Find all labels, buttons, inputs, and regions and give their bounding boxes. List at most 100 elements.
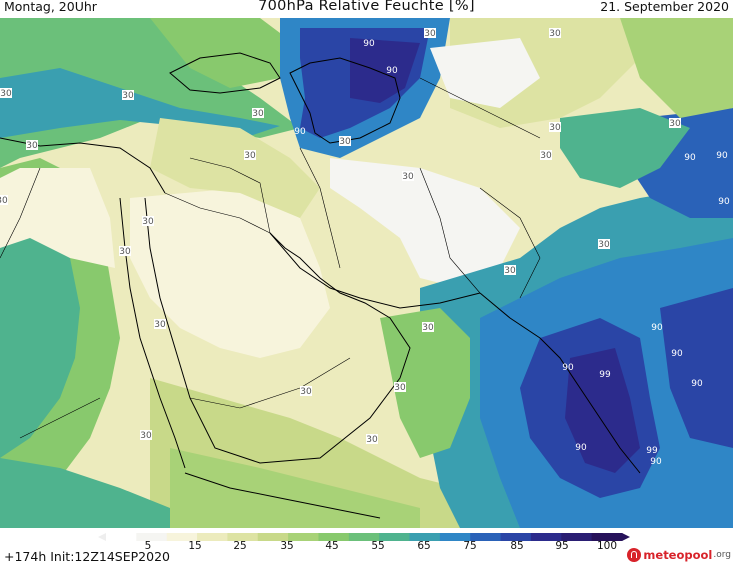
border-4 (419, 167, 481, 294)
contour-label-bg (154, 319, 166, 329)
contour-label-bg (422, 322, 434, 332)
contour-label-bg (244, 150, 256, 160)
humidity-map: 90 90 90 90 90 90 90 90 90 90 90 99 99 90 30 30 30 30 30 30… (0, 18, 733, 528)
coastline-caspian (289, 57, 401, 144)
contour-label: 30 (504, 266, 516, 276)
brand-tld: .org (713, 550, 731, 560)
contour-label: 90 (651, 323, 663, 333)
contour-label: 30 (244, 151, 256, 161)
colorbar (98, 530, 630, 549)
contour-label-bg (122, 90, 134, 100)
contour-label: 90 (562, 363, 574, 373)
contour-label-bg (549, 122, 561, 132)
contour-label: 90 (650, 457, 662, 467)
contour-label: 30 (339, 137, 351, 147)
contour-label-bg (26, 140, 38, 150)
contour-label-bg (549, 28, 561, 38)
valid-date-label: 21. September 2020 (600, 0, 729, 14)
contour-label: 30 (142, 217, 154, 227)
humidity-zone-somalia (0, 458, 170, 528)
colorbar-swatch (409, 533, 441, 541)
contour-label: 30 (424, 29, 436, 39)
contour-label-bg (339, 136, 351, 146)
humidity-zone-mediterranean-core (0, 68, 280, 138)
colorbar-tick-label: 100 (596, 540, 618, 552)
humidity-zone-west-core (0, 218, 80, 458)
humidity-zone-black-sea (150, 18, 300, 88)
colorbar-swatch (136, 533, 168, 541)
contour-label-bg (300, 386, 312, 396)
contour-label-bg (140, 430, 152, 440)
contour-label: 30 (300, 387, 312, 397)
colorbar-swatch (561, 533, 593, 541)
border-5 (479, 187, 541, 299)
colorbar-swatch (500, 533, 532, 541)
humidity-zone-central-asia-dry (430, 38, 540, 108)
colorbar-swatch (288, 533, 319, 541)
humidity-zone-sahara-dry (0, 168, 115, 268)
colorbar-swatch (591, 533, 623, 541)
colorbar-tick-label: 95 (555, 540, 569, 552)
colorbar-tick-label: 85 (510, 540, 524, 552)
brand-logo[interactable]: meteopool .org (627, 546, 731, 564)
colorbar-swatch (257, 533, 289, 541)
colorbar-swatch (106, 533, 137, 541)
colorbar-swatch (379, 533, 411, 541)
colorbar-tick-label: 65 (417, 540, 431, 552)
contour-label: 90 (671, 349, 683, 359)
contour-label-bg (504, 265, 516, 275)
brand-name: meteopool (643, 548, 713, 562)
colorbar-tick-label: 75 (463, 540, 477, 552)
colorbar-tick-label: 45 (325, 540, 339, 552)
colorbar-swatch (470, 533, 502, 541)
border-1 (164, 192, 271, 234)
humidity-zone-caspian-peak (350, 38, 420, 103)
contour-label: 30 (422, 323, 434, 333)
contour-label: 90 (716, 151, 728, 161)
coastline-somalia (184, 472, 381, 519)
contour-label: 30 (366, 435, 378, 445)
contour-label: 30 (669, 119, 681, 129)
colorbar-swatch (439, 533, 471, 541)
contour-label: 30 (154, 320, 166, 330)
meteopool-logo-icon (627, 548, 642, 562)
colorbar-tick-label: 35 (280, 540, 294, 552)
contour-label-bg (252, 108, 264, 118)
border-2 (189, 157, 271, 234)
humidity-zone-iran-dry (330, 158, 520, 288)
coastline-arabia (144, 197, 411, 464)
colorbar-swatch (348, 533, 380, 541)
contour-label: 30 (140, 431, 152, 441)
colorbar-arrow-left (98, 533, 106, 541)
contour-label: 90 (575, 443, 587, 453)
contour-label: 30 (122, 91, 134, 101)
contour-label: 30 (598, 240, 610, 250)
contour-label: 30 (549, 29, 561, 39)
border-8 (19, 397, 101, 439)
contour-label: 30 (0, 196, 8, 206)
contour-label: 99 (599, 370, 611, 380)
contour-label: 99 (646, 446, 658, 456)
colorbar-swatch (318, 533, 350, 541)
forecast-run-label: +174h Init:12Z14SEP2020 (4, 549, 170, 564)
coastline-gulf-iran (269, 232, 481, 309)
contour-label: 30 (26, 141, 38, 151)
contour-label: 30 (0, 89, 12, 99)
humidity-zone-arabian-sea-outer (380, 308, 470, 458)
contour-label: 90 (718, 197, 730, 207)
colorbar-swatch (227, 533, 259, 541)
contour-label-bg (0, 195, 8, 205)
colorbar-swatch (166, 533, 198, 541)
colorbar-ticks: 5 15 25 35 45 55 65 75 85 95 100 (0, 540, 733, 554)
contour-label: 90 (363, 39, 375, 49)
contour-label-bg (119, 246, 131, 256)
contour-label: 90 (691, 379, 703, 389)
contour-label: 30 (119, 247, 131, 257)
border-6 (189, 357, 351, 409)
humidity-zone-ne (620, 18, 733, 118)
contour-label: 90 (386, 66, 398, 76)
contour-label-bg (366, 434, 378, 444)
map-header: Montag, 20Uhr 700hPa Relative Feuchte [%… (0, 0, 733, 18)
contour-label: 30 (394, 383, 406, 393)
contour-label-bg (394, 382, 406, 392)
